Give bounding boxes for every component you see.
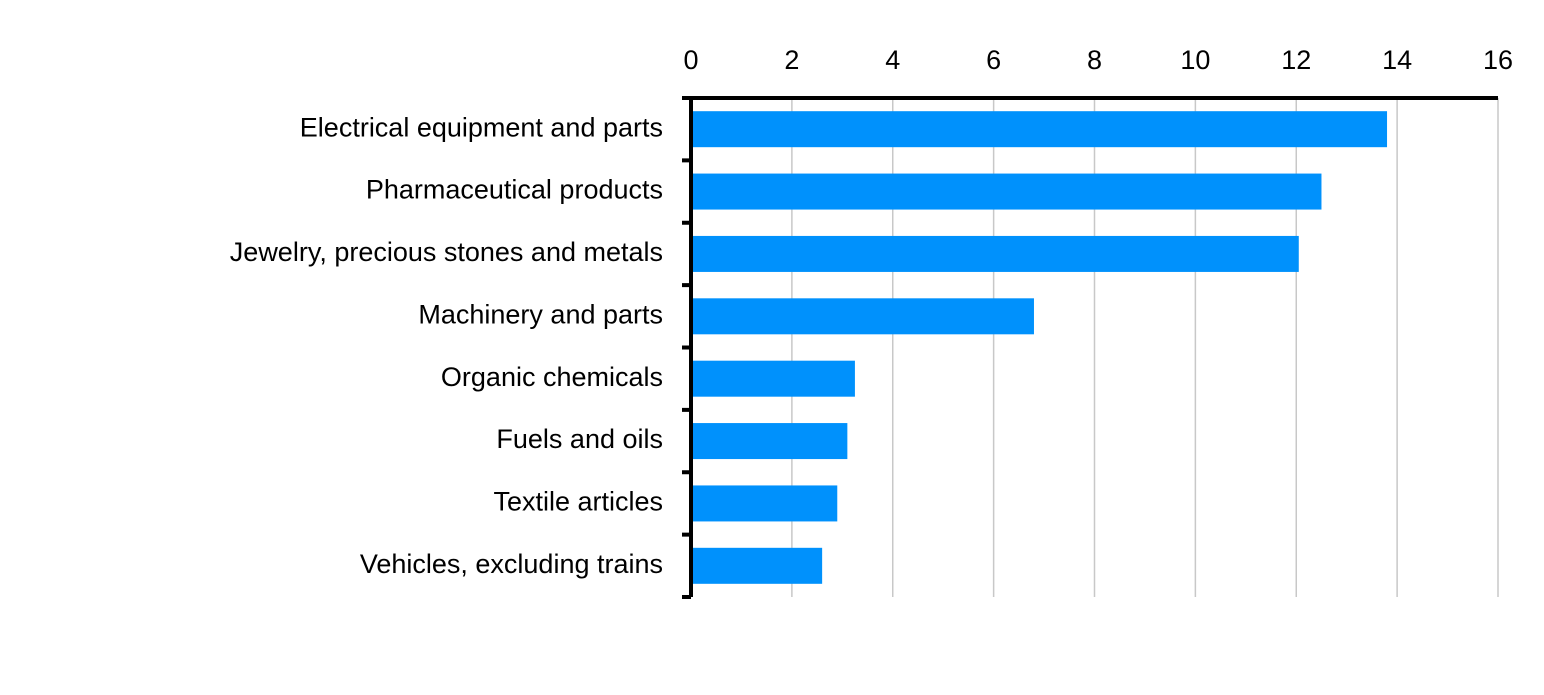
x-tick-label: 6 [986,45,1001,75]
bar [691,547,823,584]
bar [691,173,1322,210]
bar [691,235,1299,272]
bar [691,111,1388,148]
y-tick-label: Organic chemicals [441,362,663,392]
y-tick-label: Machinery and parts [418,299,663,329]
bar [691,485,838,522]
x-tick-label: 14 [1382,45,1412,75]
y-tick-label: Pharmaceutical products [366,175,663,205]
x-tick-label: 2 [784,45,799,75]
bar [691,298,1034,335]
bar [691,360,855,397]
y-tick-label: Electrical equipment and parts [300,112,663,142]
y-tick-label: Fuels and oils [496,424,663,454]
y-tick-label: Vehicles, excluding trains [360,549,663,579]
x-tick-label: 8 [1087,45,1102,75]
y-tick-label: Jewelry, precious stones and metals [230,237,663,267]
x-tick-label: 0 [683,45,698,75]
x-tick-label: 16 [1483,45,1513,75]
x-tick-label: 10 [1180,45,1210,75]
bar [691,423,848,460]
x-tick-label: 12 [1281,45,1311,75]
x-tick-label: 4 [885,45,900,75]
y-tick-label: Textile articles [493,487,663,517]
